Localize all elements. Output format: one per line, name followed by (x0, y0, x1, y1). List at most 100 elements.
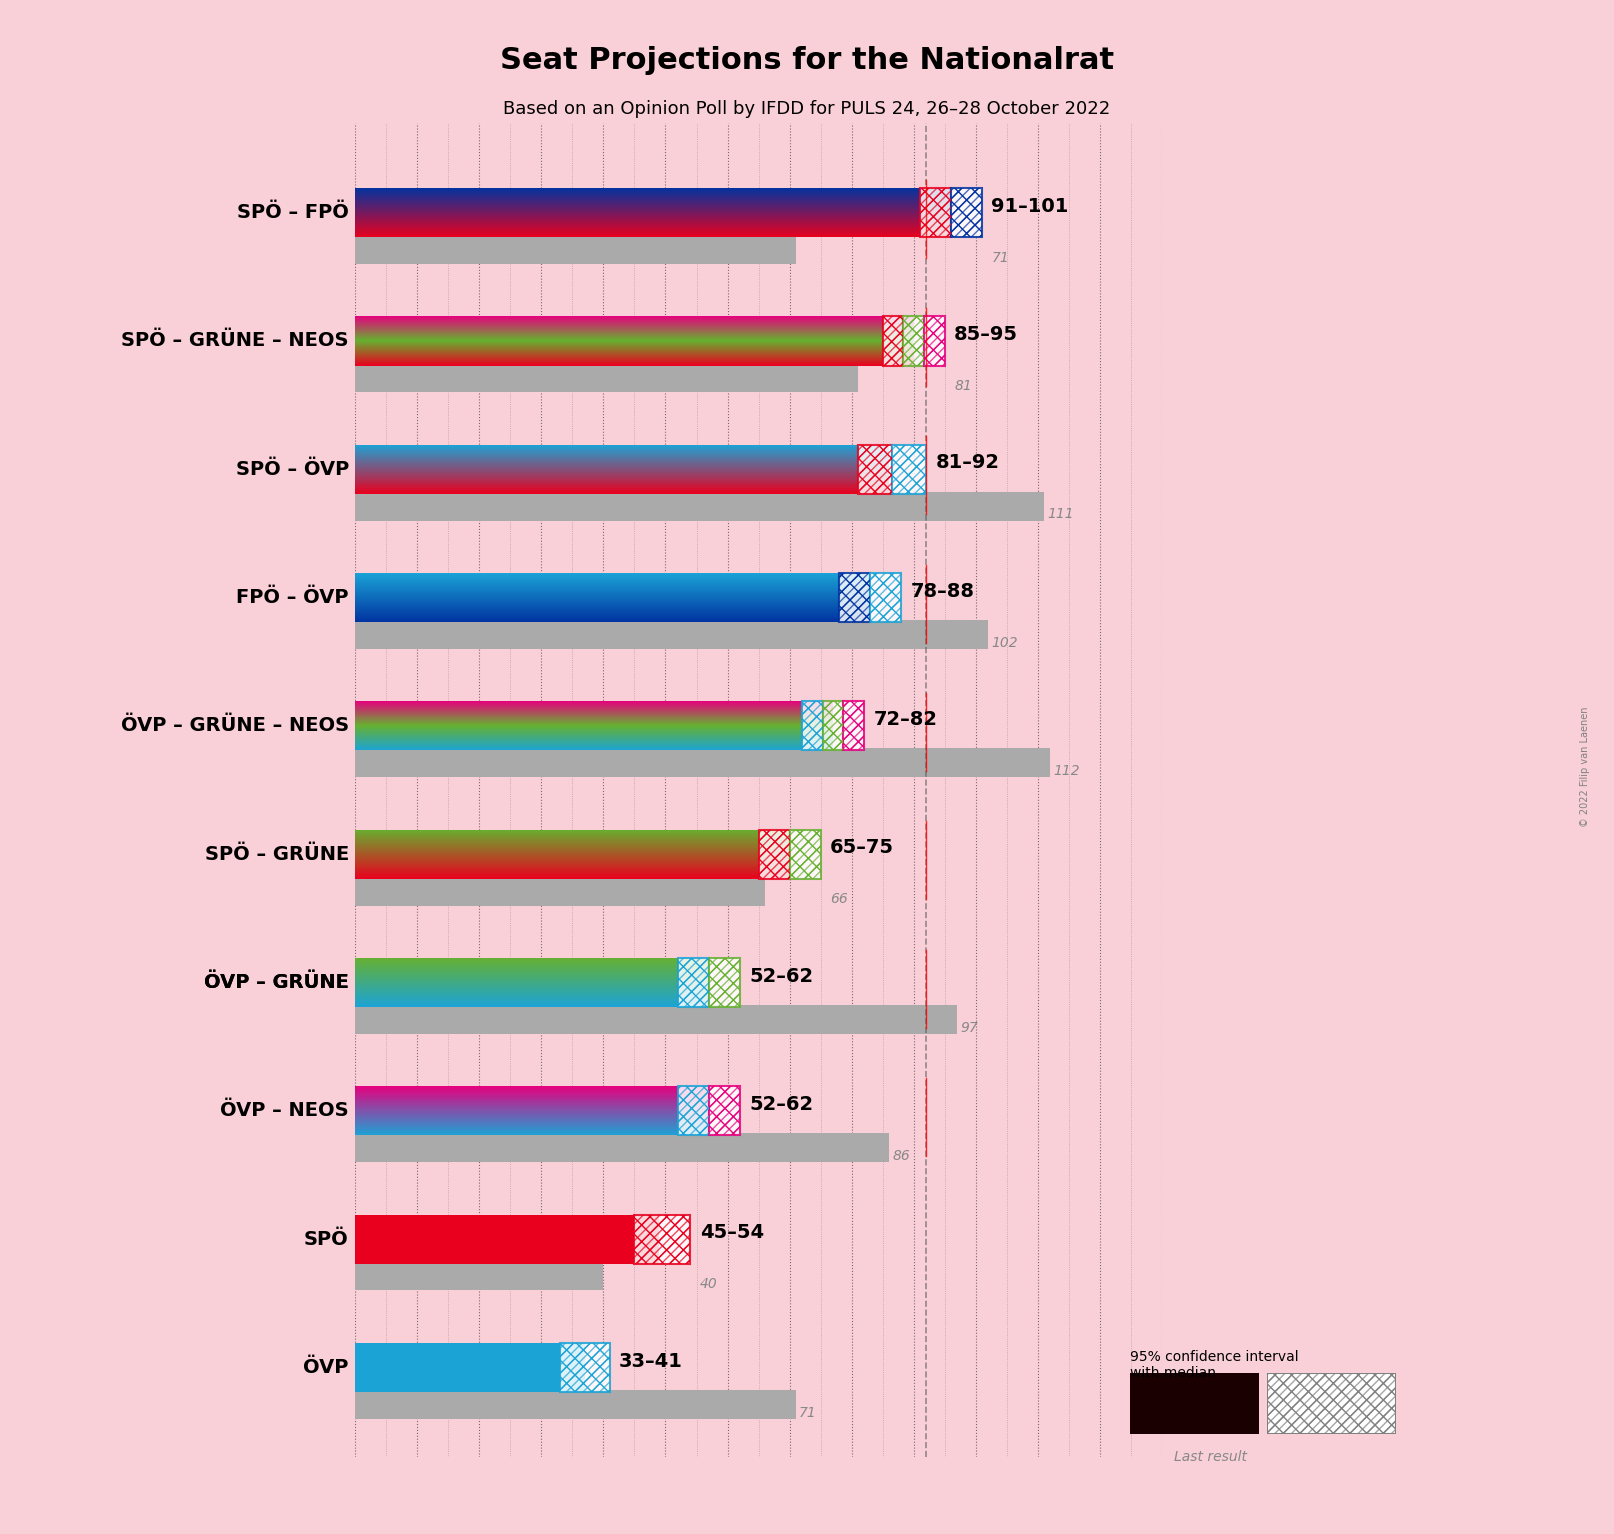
Bar (951, 187, 981, 238)
Bar (709, 1086, 739, 1135)
Bar (678, 957, 709, 1008)
Bar (678, 957, 709, 1008)
Bar (893, 445, 926, 494)
Bar (870, 572, 901, 623)
Bar (883, 316, 904, 365)
Bar (355, 364, 859, 393)
Bar (920, 187, 951, 238)
Text: SPÖ – GRÜNE – NEOS: SPÖ – GRÜNE – NEOS (121, 331, 349, 350)
Bar (678, 1086, 709, 1135)
Bar (709, 957, 739, 1008)
Text: 65–75: 65–75 (830, 838, 894, 858)
Text: ÖVP – NEOS: ÖVP – NEOS (220, 1101, 349, 1120)
Bar (839, 572, 870, 623)
Text: 81: 81 (954, 379, 972, 393)
Bar (759, 830, 789, 879)
Bar (859, 445, 893, 494)
Text: 111: 111 (1047, 508, 1073, 522)
Bar (951, 187, 981, 238)
Bar (844, 701, 863, 750)
Bar (678, 957, 709, 1008)
Bar (634, 1215, 691, 1264)
Text: SPÖ – GRÜNE: SPÖ – GRÜNE (205, 845, 349, 864)
Bar (920, 187, 951, 238)
Text: 78–88: 78–88 (910, 581, 975, 601)
Text: FPÖ – ÖVP: FPÖ – ÖVP (236, 588, 349, 607)
Text: ÖVP – GRÜNE – NEOS: ÖVP – GRÜNE – NEOS (121, 716, 349, 735)
Bar (789, 830, 820, 879)
Bar (560, 1342, 610, 1393)
Text: 71: 71 (799, 1405, 817, 1419)
Text: 81–92: 81–92 (936, 453, 999, 472)
Bar (925, 316, 944, 365)
Bar (789, 830, 820, 879)
Bar (355, 1390, 796, 1419)
Bar (893, 445, 926, 494)
Text: ÖVP – GRÜNE: ÖVP – GRÜNE (203, 973, 349, 992)
Text: 66: 66 (830, 893, 847, 907)
Text: 71: 71 (991, 250, 1009, 265)
Bar (904, 316, 925, 365)
Text: 91–101: 91–101 (991, 196, 1068, 216)
Bar (839, 572, 870, 623)
Text: 72–82: 72–82 (873, 710, 938, 729)
Bar (709, 1086, 739, 1135)
Bar (839, 572, 870, 623)
Bar (560, 1342, 610, 1393)
Text: Based on an Opinion Poll by IFDD for PULS 24, 26–28 October 2022: Based on an Opinion Poll by IFDD for PUL… (504, 100, 1110, 118)
Bar (893, 445, 926, 494)
Bar (634, 1215, 691, 1264)
Bar (355, 1342, 584, 1393)
Bar (844, 701, 863, 750)
Text: Last result: Last result (1173, 1450, 1248, 1463)
Text: 85–95: 85–95 (954, 325, 1018, 344)
Bar (678, 1086, 709, 1135)
Bar (355, 1005, 957, 1034)
Bar (355, 235, 796, 264)
Bar (870, 572, 901, 623)
Bar (355, 1134, 889, 1163)
Text: © 2022 Filip van Laenen: © 2022 Filip van Laenen (1580, 707, 1590, 827)
Bar (355, 620, 988, 649)
Bar (634, 1215, 691, 1264)
Bar (355, 1215, 659, 1264)
Text: SPÖ: SPÖ (303, 1230, 349, 1249)
Bar (925, 316, 944, 365)
Text: 95% confidence interval
with median: 95% confidence interval with median (1130, 1350, 1298, 1381)
Text: 102: 102 (991, 635, 1018, 650)
Bar (883, 316, 904, 365)
Text: 97: 97 (960, 1020, 978, 1034)
Text: ÖVP – GRÜNE: ÖVP – GRÜNE (203, 973, 349, 992)
Text: Seat Projections for the Nationalrat: Seat Projections for the Nationalrat (500, 46, 1114, 75)
Bar (870, 572, 901, 623)
Bar (709, 1086, 739, 1135)
Text: 112: 112 (1054, 764, 1080, 778)
Bar (759, 830, 789, 879)
Text: ÖVP: ÖVP (303, 1358, 349, 1378)
Bar (859, 445, 893, 494)
Text: 52–62: 52–62 (749, 1095, 813, 1114)
Text: 33–41: 33–41 (618, 1351, 683, 1370)
Bar (355, 1262, 604, 1290)
Bar (823, 701, 844, 750)
Text: 86: 86 (893, 1149, 910, 1163)
Text: 52–62: 52–62 (749, 966, 813, 985)
Bar (709, 957, 739, 1008)
Bar (823, 701, 844, 750)
Text: SPÖ – FPÖ: SPÖ – FPÖ (237, 202, 349, 222)
Bar (355, 749, 1051, 778)
Bar (883, 316, 904, 365)
Bar (904, 316, 925, 365)
Bar (859, 445, 893, 494)
Bar (802, 701, 823, 750)
Bar (678, 1086, 709, 1135)
Bar (920, 187, 951, 238)
Bar (789, 830, 820, 879)
Bar (560, 1342, 610, 1393)
Bar (951, 187, 981, 238)
Bar (802, 701, 823, 750)
Bar (709, 957, 739, 1008)
Text: 45–54: 45–54 (699, 1223, 763, 1243)
Bar (904, 316, 925, 365)
Bar (925, 316, 944, 365)
